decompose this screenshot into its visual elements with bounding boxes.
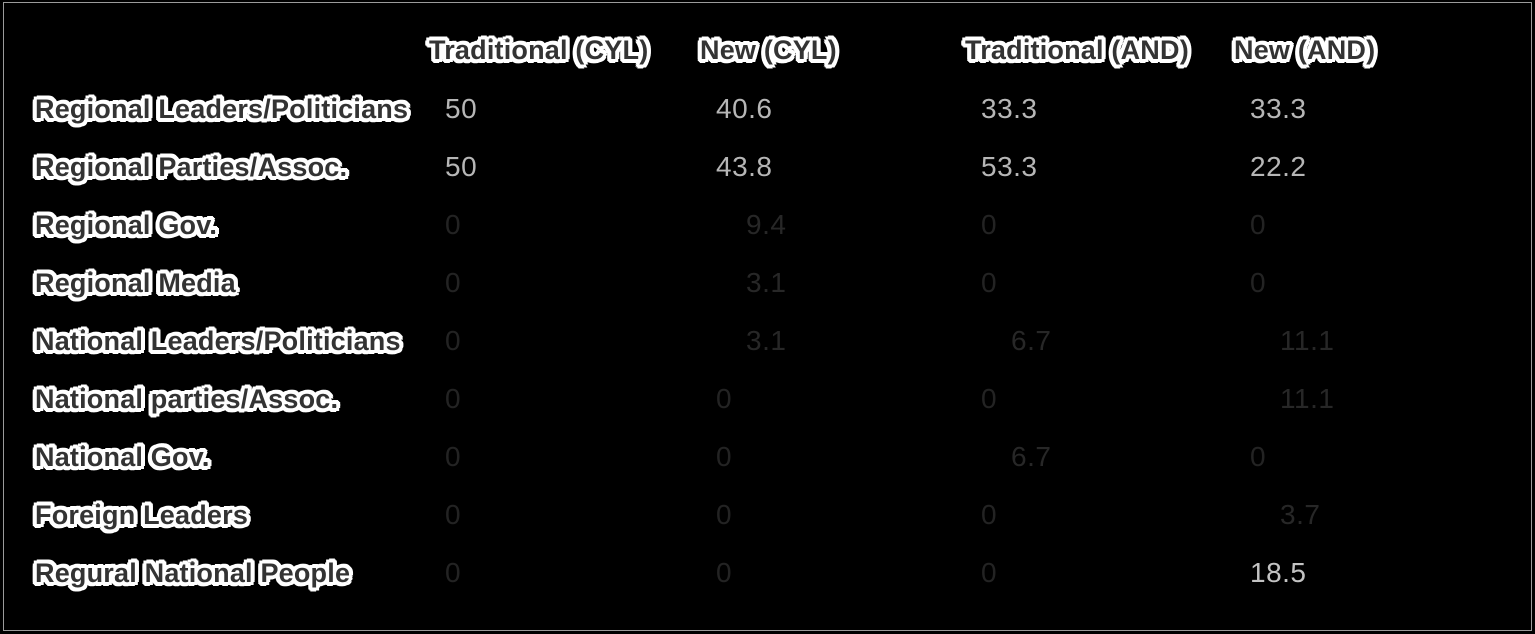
table-cell: 11.1 (1280, 325, 1335, 356)
table-cell: 50 (445, 93, 478, 124)
table-cell: 0 (1250, 209, 1267, 240)
table-cell: 3.1 (746, 267, 787, 298)
row-label: National Leaders/Politicians (35, 325, 401, 356)
data-table: Traditional (CYL) New (CYL) Traditional … (35, 20, 1534, 602)
table-cell: 0 (981, 209, 998, 240)
table-cell: 0 (981, 499, 998, 530)
row-label: Regional Parties/Assoc. (35, 151, 348, 182)
row-label: Regional Leaders/Politicians (35, 93, 409, 124)
table-cell: 0 (445, 557, 462, 588)
table-cell: 0 (1250, 267, 1267, 298)
table-row: National Leaders/Politicians 0 3.1 6.7 1… (35, 312, 1534, 370)
table-cell: 0 (1250, 441, 1267, 472)
table-cell: 0 (981, 267, 998, 298)
header-cell-traditional-and: Traditional (AND) (965, 34, 1189, 65)
table-cell: 3.1 (746, 325, 787, 356)
table-cell: 43.8 (716, 151, 773, 182)
row-label: Regional Media (35, 267, 236, 298)
row-label: Regional Gov. (35, 209, 218, 240)
table-cell: 0 (716, 499, 733, 530)
row-label: Foreign Leaders (35, 499, 249, 530)
table-cell: 0 (716, 557, 733, 588)
table-row: Regional Parties/Assoc. 50 43.8 53.3 22.… (35, 138, 1534, 196)
header-cell-traditional-cyl: Traditional (CYL) (429, 34, 649, 65)
table-cell: 22.2 (1250, 151, 1307, 182)
table-cell: 50 (445, 151, 478, 182)
table-cell: 3.7 (1280, 499, 1321, 530)
table-cell: 0 (445, 441, 462, 472)
row-label: National parties/Assoc. (35, 383, 339, 414)
table-frame (3, 2, 1532, 631)
table-cell: 33.3 (1250, 93, 1307, 124)
table-cell: 40.6 (716, 93, 773, 124)
table-cell: 0 (445, 209, 462, 240)
table-row: Regional Media 0 3.1 0 0 (35, 254, 1534, 312)
table-row: National parties/Assoc. 0 0 0 11.1 (35, 370, 1534, 428)
table-cell: 0 (445, 325, 462, 356)
table-cell: 0 (981, 383, 998, 414)
header-cell-empty (35, 20, 429, 80)
table-cell: 0 (445, 499, 462, 530)
table-cell: 9.4 (746, 209, 787, 240)
table-cell: 0 (716, 383, 733, 414)
table-cell: 18.5 (1250, 557, 1307, 588)
table-cell: 6.7 (1011, 325, 1052, 356)
table-row: National Gov. 0 0 6.7 0 (35, 428, 1534, 486)
header-row: Traditional (CYL) New (CYL) Traditional … (35, 20, 1534, 80)
row-label: Regural National People (35, 557, 351, 588)
table-row: Regural National People 0 0 0 18.5 (35, 544, 1534, 602)
row-label: National Gov. (35, 441, 210, 472)
table-cell: 0 (981, 557, 998, 588)
table-row: Foreign Leaders 0 0 0 3.7 (35, 486, 1534, 544)
table-row: Regional Leaders/Politicians 50 40.6 33.… (35, 80, 1534, 138)
table-cell: 11.1 (1280, 383, 1335, 414)
table-cell: 6.7 (1011, 441, 1052, 472)
header-cell-new-cyl: New (CYL) (700, 34, 837, 65)
table-cell: 0 (445, 267, 462, 298)
table-cell: 0 (445, 383, 462, 414)
table-cell: 33.3 (981, 93, 1038, 124)
table-cell: 0 (716, 441, 733, 472)
table-cell: 53.3 (981, 151, 1038, 182)
header-cell-new-and: New (AND) (1234, 34, 1376, 65)
table-row: Regional Gov. 0 9.4 0 0 (35, 196, 1534, 254)
